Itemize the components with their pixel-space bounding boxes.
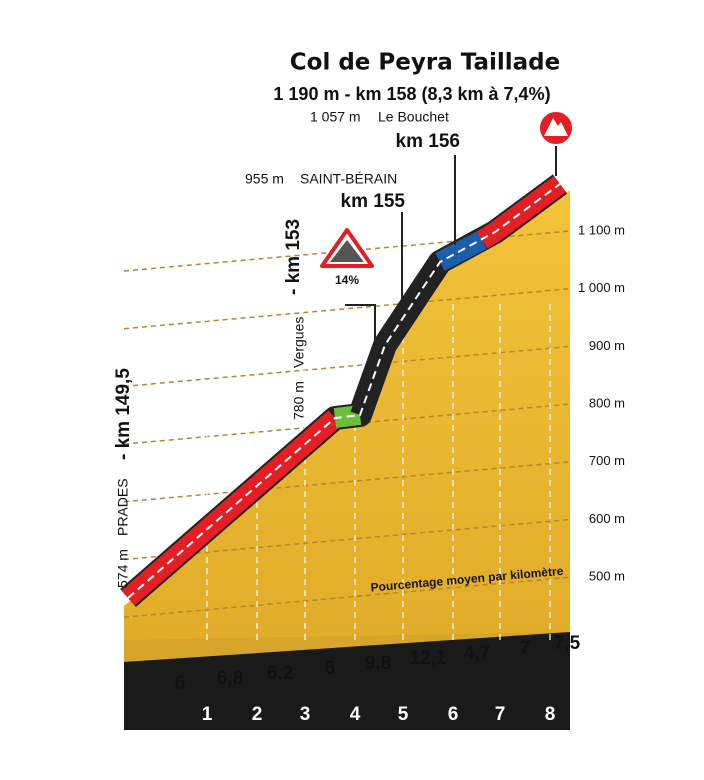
leaders — [345, 145, 557, 340]
point-altitude: 955 m — [245, 171, 284, 187]
altitude-line — [123, 345, 571, 388]
gradient-value: 7,5 — [554, 633, 581, 654]
km-marker: 2 — [252, 704, 263, 725]
point-altitude: 1 057 m — [310, 109, 361, 125]
km-marker: 1 — [202, 704, 213, 725]
vergues-label: 780 m Vergues — [291, 317, 307, 420]
point-km: - km 149,5 — [113, 368, 134, 460]
gradient-value: 6 — [175, 673, 186, 694]
km-base — [124, 700, 570, 730]
gradient-value: 12,1 — [410, 648, 447, 669]
altitude-label: 500 m — [589, 569, 625, 584]
point-altitude: 780 m — [291, 381, 307, 420]
steep-sign-label: 14% — [335, 273, 359, 287]
gradient-value: 7 — [520, 638, 531, 659]
point-altitude: 574 m — [115, 549, 131, 588]
gradient-value: 4,7 — [464, 643, 490, 664]
point-name: SAINT-BÉRAIN — [300, 171, 397, 187]
point-name: Vergues — [291, 317, 307, 368]
km-marker: 4 — [350, 704, 361, 725]
altitude-label: 900 m — [589, 338, 625, 353]
km-marker: 5 — [398, 704, 409, 725]
title: Col de Peyra Taillade — [290, 50, 560, 76]
steep-sign-icon — [330, 240, 364, 262]
road — [120, 174, 568, 608]
summit-info: 1 190 m - km 158 (8,3 km à 7,4%) — [273, 84, 550, 104]
gradient-value: 6,2 — [267, 663, 293, 684]
point-name: PRADES — [115, 478, 131, 536]
altitude-label: 600 m — [589, 511, 625, 526]
altitude-label: 800 m — [589, 396, 625, 411]
altitude-line — [123, 403, 571, 445]
gradient-value: 6,8 — [217, 668, 243, 689]
road-center — [127, 183, 561, 599]
altitude-label: 1 000 m — [578, 280, 625, 295]
km-marker: 3 — [300, 704, 311, 725]
altitude-label: 1 100 m — [578, 222, 625, 237]
altitude-line — [123, 518, 571, 561]
altitude-label: 700 m — [589, 453, 625, 468]
altitude-line — [123, 287, 571, 330]
point-km: km 156 — [396, 131, 460, 152]
km-marker: 8 — [545, 704, 556, 725]
point-km: km 155 — [341, 191, 406, 212]
km-marker: 7 — [495, 704, 506, 725]
road-black — [350, 256, 449, 419]
point-name: Le Bouchet — [378, 109, 449, 125]
leader — [345, 304, 376, 340]
gradient-value: 6 — [325, 658, 336, 679]
terrain — [124, 190, 570, 640]
km-marker: 6 — [448, 704, 459, 725]
prades-label: 574 m PRADES — [115, 478, 131, 588]
gradient-value: 9,8 — [365, 653, 391, 674]
summit-mountain — [544, 118, 568, 136]
point-km: - km 153 — [283, 219, 304, 295]
altitude-line — [123, 576, 571, 618]
altitude-line — [123, 461, 571, 503]
